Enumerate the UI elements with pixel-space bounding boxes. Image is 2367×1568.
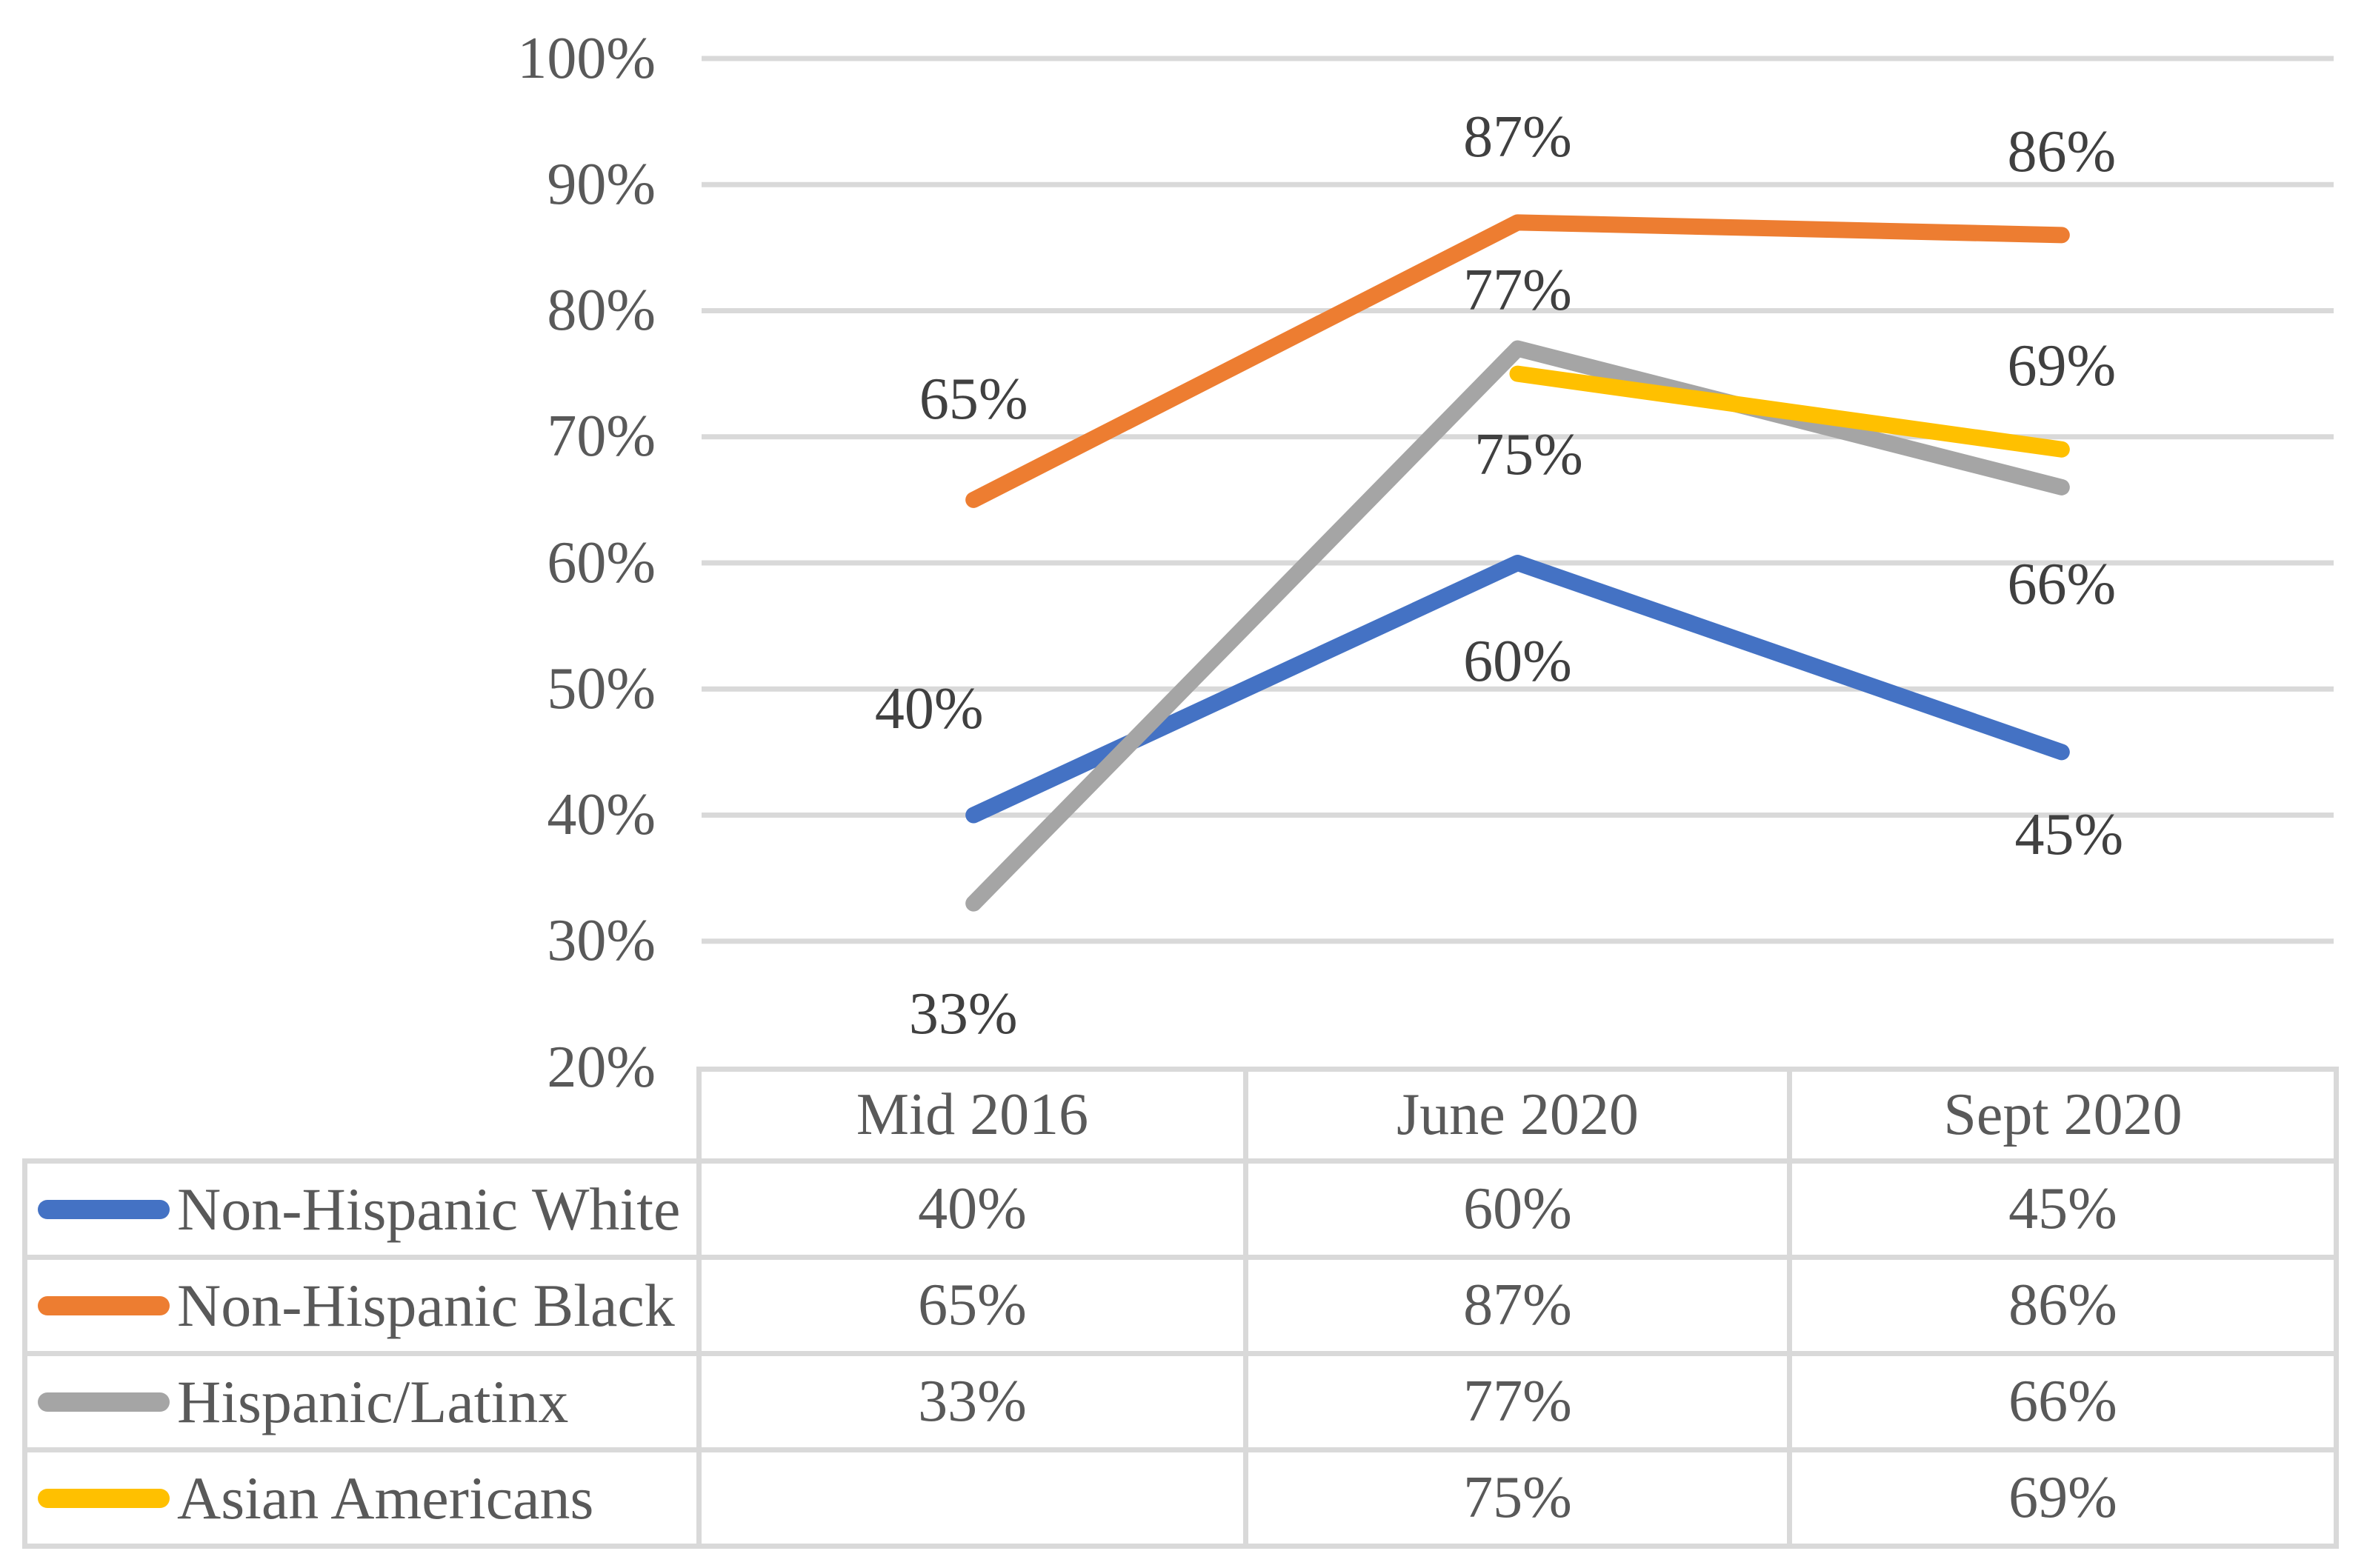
table-border-right [2334,1067,2339,1549]
series-line-hispanic-latinx [965,340,2070,912]
table-border-row2 [22,1255,2339,1260]
table-cell: 69% [2008,1465,2117,1530]
y-axis-tick-label: 30% [547,908,656,974]
data-label: 87% [1463,104,1572,170]
hispanic-latinx-line-marker [38,1392,170,1412]
table-border-row3 [22,1351,2339,1356]
legend-label: Non-Hispanic Black [177,1271,675,1339]
y-axis-tick-label: 70% [547,404,656,470]
legend-item-non-hispanic-white: Non-Hispanic White [27,1164,696,1255]
table-border-row4 [22,1447,2339,1452]
table-border-top [696,1067,2339,1072]
series-line-non-hispanic-white [965,555,2070,824]
table-cell: 87% [1463,1272,1572,1338]
table-cell [702,1452,1243,1544]
table-cell: 60% [1463,1176,1572,1241]
table-cell: 40% [918,1176,1027,1241]
table-header-june-2020: June 2020 [1396,1082,1639,1147]
y-axis-tick-label: 90% [547,151,656,217]
table-header-mid-2016: Mid 2016 [856,1082,1089,1147]
y-axis-tick-label: 20% [547,1034,656,1100]
legend-item-asian-americans: Asian Americans [27,1452,696,1544]
y-axis-tick-label: 60% [547,530,656,595]
legend-label: Non-Hispanic White [177,1175,681,1243]
data-label: 45% [2014,801,2124,867]
non-hispanic-white-line-marker [38,1199,170,1219]
data-label: 66% [2007,552,2117,618]
table-border-left [22,1158,27,1549]
data-label: 77% [1463,258,1572,324]
table-cell: 66% [2008,1369,2117,1434]
y-axis-tick-label: 40% [547,782,656,847]
data-label: 33% [908,981,1018,1047]
table-border-col1 [696,1067,702,1549]
table-border-row1 [22,1158,2339,1164]
data-label: 65% [919,367,1028,433]
table-border-col3 [1787,1067,1792,1549]
legend-label: Hispanic/Latinx [177,1367,569,1435]
series-line-asian-americans [1509,365,2070,458]
table-cell: 33% [918,1369,1027,1434]
data-label: 69% [2007,333,2117,399]
y-axis-tick-label: 50% [547,655,656,721]
y-axis-tick-label: 80% [547,278,656,343]
table-cell: 45% [2008,1176,2117,1241]
legend-label: Asian Americans [177,1464,594,1532]
table-border-bottom [22,1544,2339,1549]
table-border-col2 [1243,1067,1248,1549]
table-cell: 86% [2008,1272,2117,1338]
asian-americans-line-marker [38,1488,170,1508]
table-cell: 75% [1463,1465,1572,1530]
data-label: 86% [2007,119,2117,184]
table-cell: 65% [918,1272,1027,1338]
data-label: 75% [1474,422,1583,488]
series-line-non-hispanic-black [965,214,2070,508]
table-cell: 77% [1463,1369,1572,1434]
y-axis-tick-label: 100% [517,25,656,91]
data-label: 60% [1463,628,1572,694]
non-hispanic-black-line-marker [38,1295,170,1315]
table-header-sept-2020: Sept 2020 [1943,1082,2183,1147]
legend-item-non-hispanic-black: Non-Hispanic Black [27,1260,696,1351]
data-label: 40% [874,676,984,741]
legend-item-hispanic-latinx: Hispanic/Latinx [27,1356,696,1447]
